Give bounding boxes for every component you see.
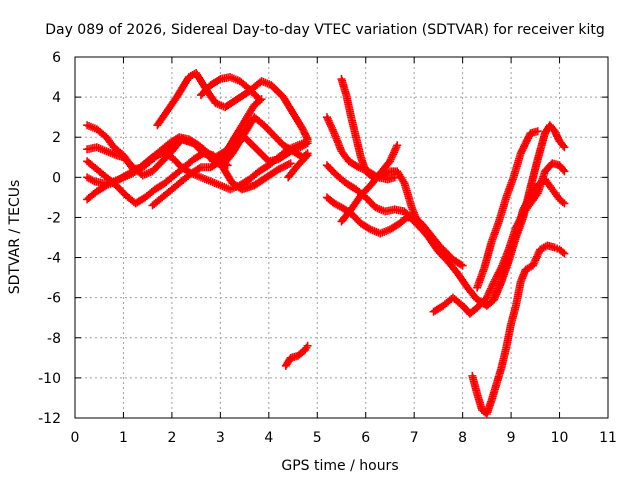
series-trace	[154, 70, 311, 142]
series-trace	[198, 73, 262, 102]
x-tick-labels: 0 1 2 3 4 5 6 7 8 9 10 11	[71, 430, 617, 446]
series-arc-7	[83, 149, 295, 208]
x-tick-label: 1	[119, 430, 128, 446]
series-trace	[490, 122, 568, 300]
grid	[75, 57, 608, 418]
y-tick-label: 6	[52, 50, 61, 66]
series-arc-10	[281, 341, 312, 370]
y-tick-label: -12	[38, 411, 61, 427]
series-arc-8	[148, 95, 266, 210]
chart-title: Day 089 of 2026, Sidereal Day-to-day VTE…	[45, 22, 605, 38]
series-arc-1	[153, 69, 312, 144]
series-trace	[285, 152, 311, 180]
series-arc-14	[322, 193, 445, 252]
series-arc-11	[337, 75, 569, 310]
series-trace	[84, 149, 293, 207]
y-tick-label: -10	[38, 371, 61, 387]
x-tick-label: 10	[551, 430, 569, 446]
y-axis-title: SDTVAR / TECUs	[7, 180, 23, 295]
y-tick-label: 0	[52, 170, 61, 186]
x-tick-label: 0	[71, 430, 80, 446]
series-trace	[282, 343, 311, 369]
series-arc-2	[196, 73, 264, 104]
x-tick-label: 11	[599, 430, 617, 446]
y-tick-label: 2	[52, 130, 61, 146]
series-arc-15	[337, 141, 402, 226]
series-arc-19	[468, 241, 569, 418]
x-tick-label: 9	[507, 430, 516, 446]
axis-ticks	[74, 56, 609, 419]
x-tick-label: 5	[313, 430, 322, 446]
series-trace	[338, 143, 401, 224]
plot-frame	[74, 56, 609, 419]
x-tick-label: 4	[264, 430, 273, 446]
y-tick-label: -8	[47, 331, 61, 347]
series-trace	[468, 242, 567, 417]
series-arc-12	[322, 113, 399, 184]
x-tick-label: 2	[167, 430, 176, 446]
series-arc-18	[490, 121, 569, 302]
series-trace	[150, 96, 265, 209]
series-arc-6	[83, 133, 232, 204]
y-tick-labels: 6 4 2 0 -2 -4 -6 -8 -10 -12	[38, 50, 61, 427]
series-trace	[473, 127, 540, 290]
x-tick-label: 7	[410, 430, 419, 446]
y-tick-label: 4	[52, 90, 61, 106]
series-trace	[323, 114, 397, 183]
y-tick-label: -4	[47, 251, 61, 267]
series-arc-9	[284, 151, 312, 182]
x-tick-label: 6	[361, 430, 370, 446]
x-axis-title: GPS time / hours	[281, 458, 398, 474]
series-trace	[324, 194, 444, 251]
series-arc-17	[473, 127, 542, 292]
x-tick-label: 8	[458, 430, 467, 446]
y-tick-label: -2	[47, 210, 61, 226]
y-tick-label: -6	[47, 291, 61, 307]
x-tick-label: 3	[216, 430, 225, 446]
series-layer	[83, 69, 569, 418]
